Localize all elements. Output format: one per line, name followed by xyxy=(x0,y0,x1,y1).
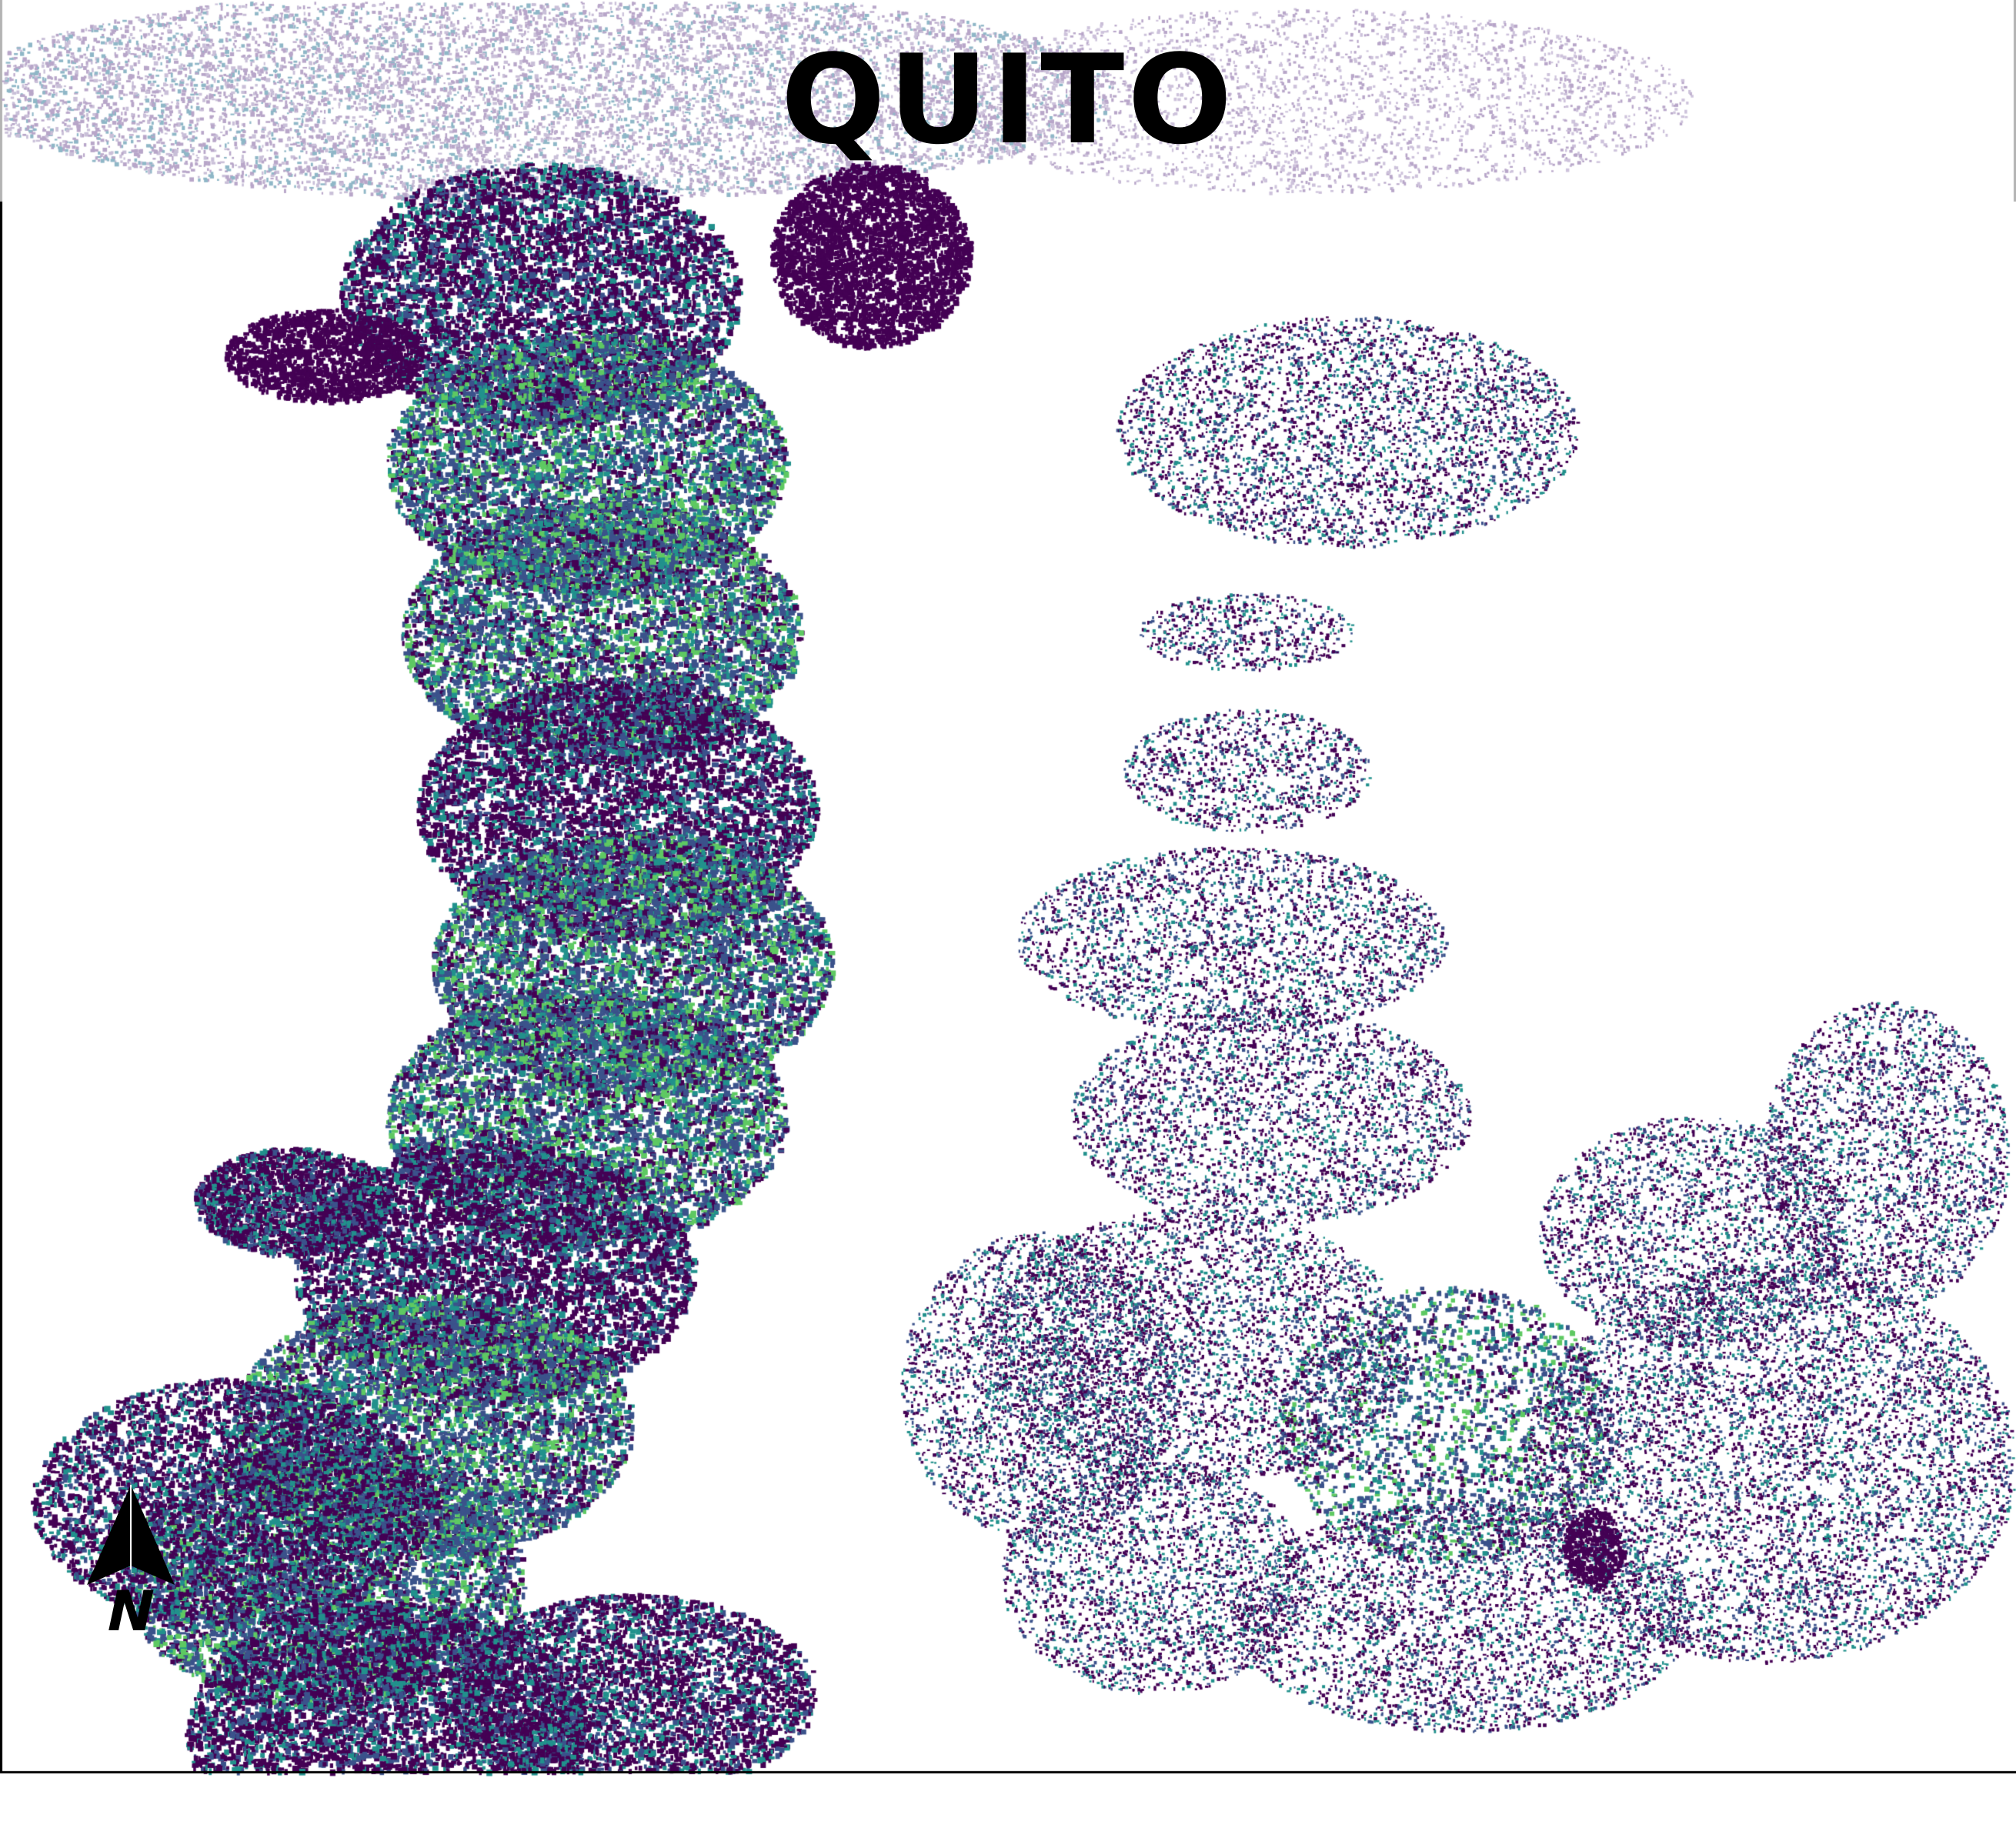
north-arrow-icon xyxy=(87,1485,175,1585)
map-title: QUITO xyxy=(780,28,1236,172)
